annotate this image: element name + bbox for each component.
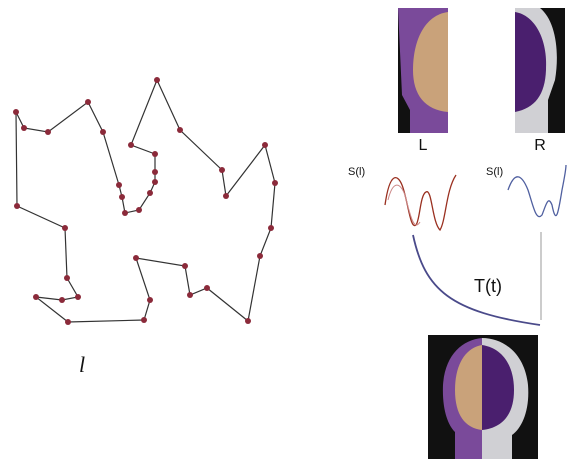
- signal-right-label: S(l): [486, 166, 503, 178]
- path-point: [223, 193, 229, 199]
- path-point: [262, 142, 268, 148]
- path-point: [147, 297, 153, 303]
- path-point: [100, 129, 106, 135]
- path-point: [177, 127, 183, 133]
- path-point: [272, 180, 278, 186]
- head-right: [515, 8, 565, 133]
- path-point: [136, 207, 142, 213]
- path-line: [16, 80, 275, 322]
- path-point: [268, 225, 274, 231]
- path-point: [152, 151, 158, 157]
- closed-path: [13, 77, 278, 325]
- path-point: [152, 169, 158, 175]
- path-point: [182, 263, 188, 269]
- head-combined: [428, 335, 538, 459]
- path-point: [65, 319, 71, 325]
- path-point: [204, 285, 210, 291]
- path-point: [116, 182, 122, 188]
- path-point: [59, 297, 65, 303]
- left-label: L: [419, 137, 428, 154]
- path-point: [141, 317, 147, 323]
- right-label: R: [534, 137, 546, 154]
- path-point: [62, 225, 68, 231]
- path-point: [75, 294, 81, 300]
- path-point: [14, 203, 20, 209]
- signal-left: [385, 175, 456, 230]
- path-point: [154, 77, 160, 83]
- path-label: l: [79, 352, 85, 377]
- signal-right: [508, 165, 566, 217]
- path-point: [147, 190, 153, 196]
- signal-left-label: S(l): [348, 166, 365, 178]
- path-point: [119, 194, 125, 200]
- transform-label: T(t): [474, 276, 502, 296]
- path-point: [219, 167, 225, 173]
- path-point: [13, 109, 19, 115]
- path-point: [152, 179, 158, 185]
- head-left: [398, 8, 448, 133]
- path-point: [21, 125, 27, 131]
- path-point: [187, 292, 193, 298]
- path-point: [85, 99, 91, 105]
- path-point: [257, 253, 263, 259]
- path-point: [122, 210, 128, 216]
- path-point: [33, 294, 39, 300]
- path-point: [128, 142, 134, 148]
- path-point: [45, 129, 51, 135]
- path-point: [245, 318, 251, 324]
- figure: l L R S(l) S(l) T(t): [0, 0, 575, 461]
- path-point: [64, 275, 70, 281]
- path-point: [133, 255, 139, 261]
